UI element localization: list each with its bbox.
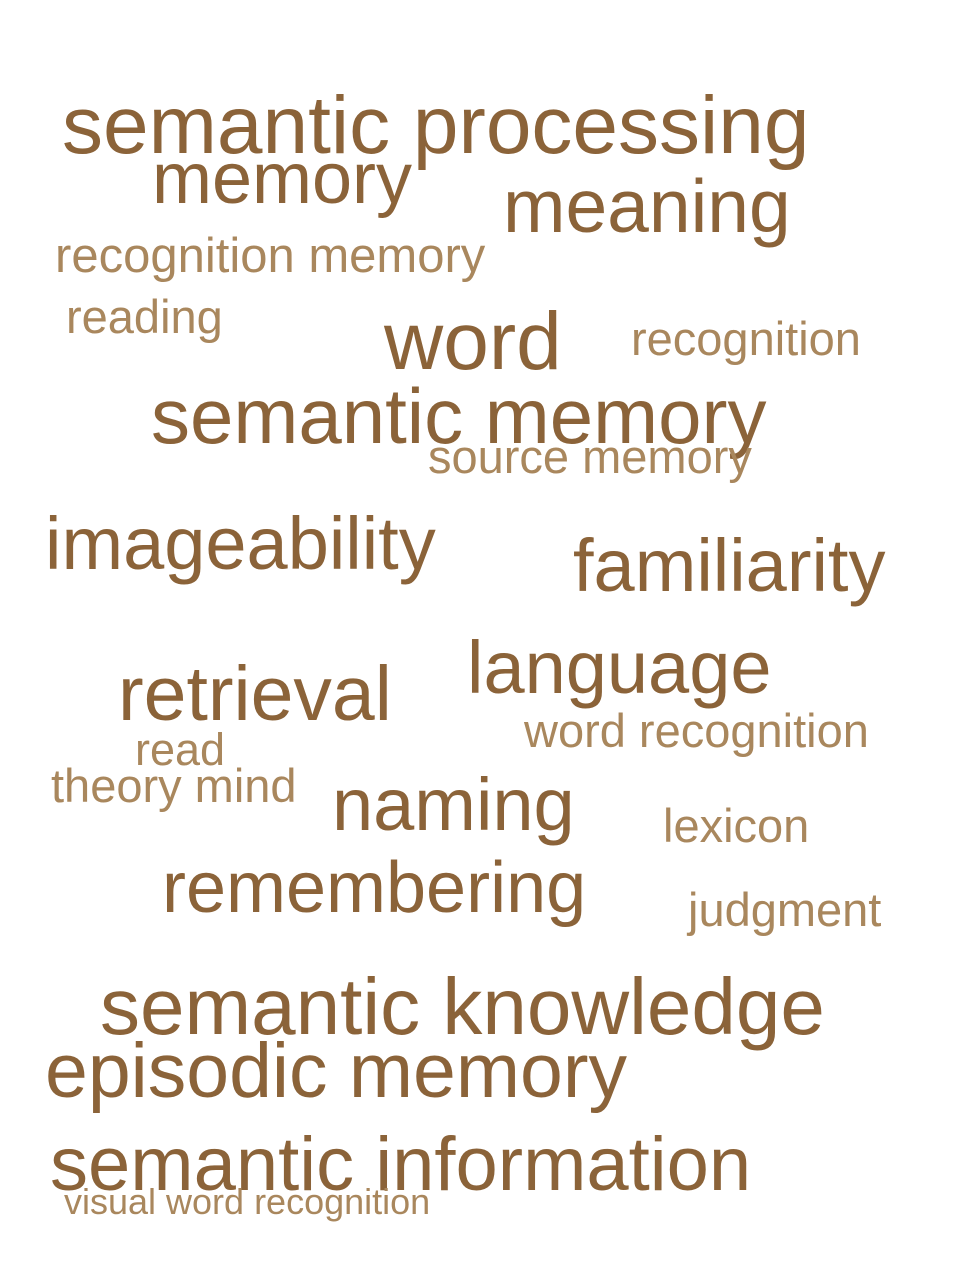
word-reading: reading — [66, 290, 223, 343]
word-language: language — [467, 626, 772, 709]
word-lexicon: lexicon — [663, 799, 810, 852]
word-read: read — [135, 724, 226, 775]
word-familiarity: familiarity — [573, 524, 886, 607]
word-remembering: remembering — [162, 848, 587, 928]
word-word-recognition: word recognition — [524, 704, 869, 757]
word-recognition-memory: recognition memory — [55, 229, 486, 283]
word-semantic-knowledge: semantic knowledge — [100, 962, 825, 1051]
word-semantic-memory: semantic memory — [151, 372, 767, 460]
word-naming: naming — [332, 763, 575, 846]
word-memory: memory — [152, 139, 413, 219]
word-semantic-processing: semantic processing — [62, 80, 810, 171]
word-visual-word-recognition: visual word recognition — [64, 1181, 431, 1222]
word-word: word — [384, 296, 562, 387]
word-imageability: imageability — [45, 502, 436, 585]
word-theory-mind: theory mind — [51, 759, 297, 812]
word-semantic-information: semantic information — [50, 1122, 752, 1207]
word-judgment: judgment — [688, 883, 882, 936]
word-recognition: recognition — [631, 312, 861, 365]
word-retrieval: retrieval — [118, 651, 392, 737]
word-meaning: meaning — [503, 164, 791, 248]
word-episodic-memory: episodic memory — [45, 1028, 627, 1114]
word-source-memory: source memory — [428, 430, 752, 483]
